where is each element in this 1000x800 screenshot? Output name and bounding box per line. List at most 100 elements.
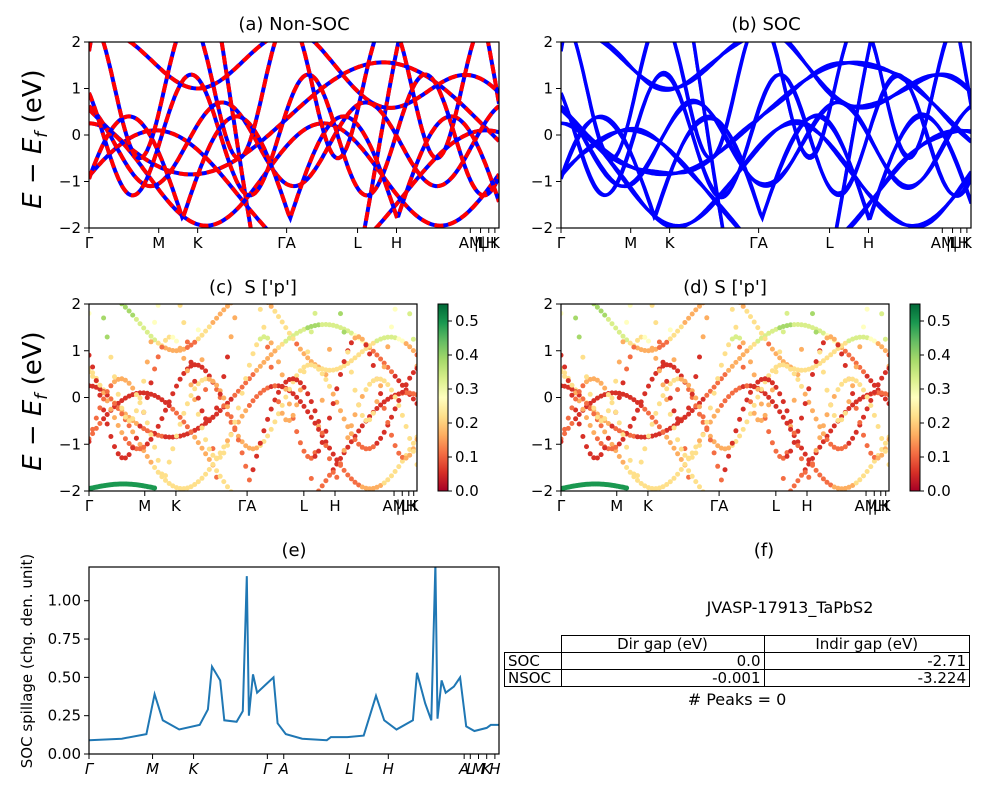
data-point (152, 485, 158, 491)
data-point (389, 432, 394, 438)
data-point (352, 412, 358, 418)
data-point (580, 434, 586, 439)
data-point (744, 348, 750, 354)
data-point (584, 374, 589, 380)
data-point (327, 445, 332, 451)
data-point (660, 359, 666, 365)
data-point (584, 401, 589, 406)
band-line-dashed (89, 114, 499, 224)
data-point (181, 419, 187, 425)
data-point (660, 342, 666, 348)
data-point (359, 394, 365, 399)
data-point (886, 462, 889, 468)
data-point (250, 372, 256, 378)
data-point (338, 372, 343, 377)
data-point (700, 396, 706, 402)
data-point (323, 478, 329, 484)
data-point (184, 339, 190, 345)
data-point (682, 378, 688, 384)
data-point (678, 418, 684, 424)
data-point (374, 440, 380, 446)
data-point (148, 339, 154, 345)
data-point (627, 354, 633, 360)
data-point (828, 402, 834, 408)
data-point (345, 349, 351, 355)
data-point (407, 436, 413, 441)
data-point (653, 320, 659, 326)
data-point (130, 312, 136, 318)
data-point (276, 399, 281, 405)
data-point (323, 443, 329, 449)
xtick-label: H (383, 760, 394, 778)
data-point (562, 426, 568, 432)
data-point (868, 378, 874, 384)
data-point (356, 402, 362, 408)
data-point (363, 446, 369, 452)
data-point (166, 403, 172, 409)
data-point (886, 437, 889, 442)
data-point (802, 469, 808, 475)
data-point (294, 341, 300, 347)
data-point (824, 479, 830, 485)
indir-gap-value: -3.224 (763, 669, 970, 687)
xtick-label: M (152, 234, 165, 252)
panel-c-title: (c) S ['p'] (209, 277, 297, 298)
ytick-label: −2 (531, 482, 553, 500)
data-point (718, 362, 724, 368)
data-point (327, 456, 332, 462)
xtick-label: L (825, 234, 834, 252)
data-point (363, 342, 369, 348)
data-point (748, 411, 753, 417)
data-point (846, 376, 852, 382)
data-point (697, 404, 702, 410)
data-point (210, 378, 216, 384)
data-point (580, 354, 586, 360)
data-point (389, 387, 394, 393)
data-point (101, 396, 107, 402)
data-point (616, 329, 622, 335)
data-point (758, 386, 764, 392)
data-point (305, 349, 311, 355)
data-point (693, 479, 699, 485)
data-point (820, 340, 826, 346)
data-point (163, 337, 168, 343)
data-point (378, 391, 384, 397)
xtick-label: |L (396, 497, 410, 515)
data-point (126, 452, 132, 458)
data-point (635, 400, 640, 405)
data-point (327, 472, 332, 478)
data-point (246, 403, 252, 408)
data-point (407, 311, 413, 317)
data-point (580, 383, 586, 389)
data-point (784, 363, 790, 369)
data-point (239, 384, 245, 390)
data-point (279, 410, 285, 416)
data-point (272, 308, 278, 314)
data-point (573, 396, 579, 402)
data-point (784, 310, 790, 316)
data-point (316, 322, 322, 328)
data-point (214, 405, 220, 411)
data-point (861, 414, 866, 420)
data-point (108, 434, 114, 439)
data-point (820, 358, 826, 364)
data-point (773, 403, 779, 409)
data-point (414, 462, 417, 468)
data-point (177, 421, 183, 427)
data-point (686, 405, 692, 411)
data-point (831, 394, 837, 399)
data-point (598, 380, 604, 386)
data-point (620, 459, 626, 465)
data-point (758, 401, 764, 407)
band-line (561, 126, 971, 228)
data-point (312, 310, 318, 316)
data-point (861, 432, 866, 438)
data-point (235, 419, 241, 425)
data-point (126, 380, 132, 386)
data-point (232, 315, 238, 321)
data-point (159, 397, 165, 403)
data-point (410, 448, 416, 454)
data-point (711, 384, 717, 390)
data-point (642, 406, 648, 412)
data-point (871, 458, 877, 464)
